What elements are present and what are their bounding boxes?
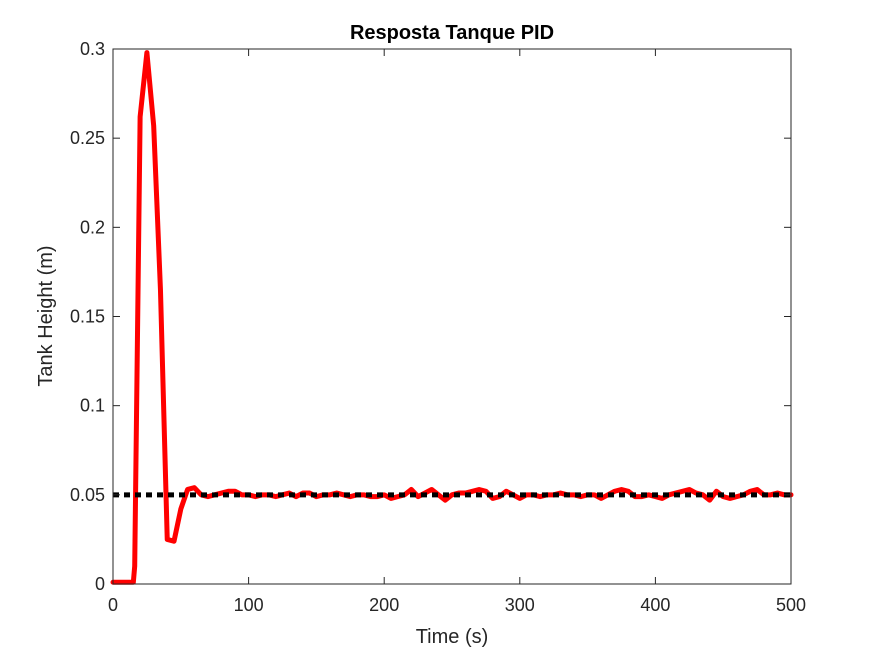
y-tick-label: 0: [95, 574, 105, 594]
x-tick-label: 100: [234, 595, 264, 615]
y-tick-label: 0.1: [80, 396, 105, 416]
x-tick-label: 500: [776, 595, 806, 615]
y-tick-label: 0.2: [80, 217, 105, 237]
y-tick-label: 0.3: [80, 39, 105, 59]
x-axis-label: Time (s): [416, 626, 489, 648]
y-tick-label: 0.05: [70, 485, 105, 505]
x-tick-label: 200: [369, 595, 399, 615]
series-layer: [110, 50, 794, 585]
y-axis-label: Tank Height (m): [35, 245, 57, 386]
x-tick-label: 0: [108, 595, 118, 615]
y-tick-label: 0.25: [70, 128, 105, 148]
x-axis: 0 100 200 300 400 500: [108, 49, 806, 615]
x-tick-label: 300: [505, 595, 535, 615]
plot-background: [113, 49, 791, 584]
x-tick-label: 400: [640, 595, 670, 615]
y-tick-label: 0.15: [70, 307, 105, 327]
chart-title: Resposta Tanque PID: [350, 22, 554, 44]
y-axis: 0 0.05 0.1 0.15 0.2 0.25 0.3: [70, 39, 791, 594]
